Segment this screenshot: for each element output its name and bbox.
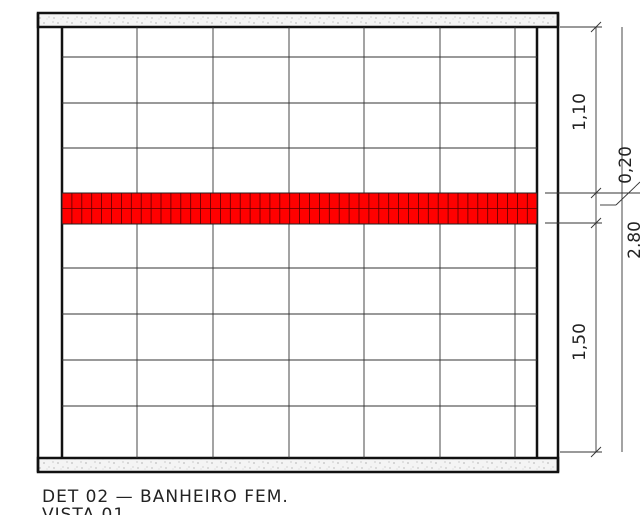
right-wall: [535, 13, 560, 472]
tile-grid: [62, 27, 537, 458]
accent-band-mosaic: [62, 193, 537, 224]
top-slab: [36, 11, 560, 29]
left-wall: [36, 13, 64, 472]
dimension-band-height: 0,20: [616, 146, 636, 184]
dimension-bottom-segment: 1,50: [570, 323, 590, 361]
dimension-chain: [545, 21, 640, 458]
drawing-caption-subtitle: VISTA 01: [42, 507, 125, 515]
dimension-top-segment: 1,10: [570, 93, 590, 131]
accent-tile-band: [61, 192, 538, 225]
bottom-slab: [36, 456, 560, 474]
drawing-caption-title: DET 02 — BANHEIRO FEM.: [42, 487, 289, 507]
dimension-total-partial: 2,80: [625, 221, 640, 259]
